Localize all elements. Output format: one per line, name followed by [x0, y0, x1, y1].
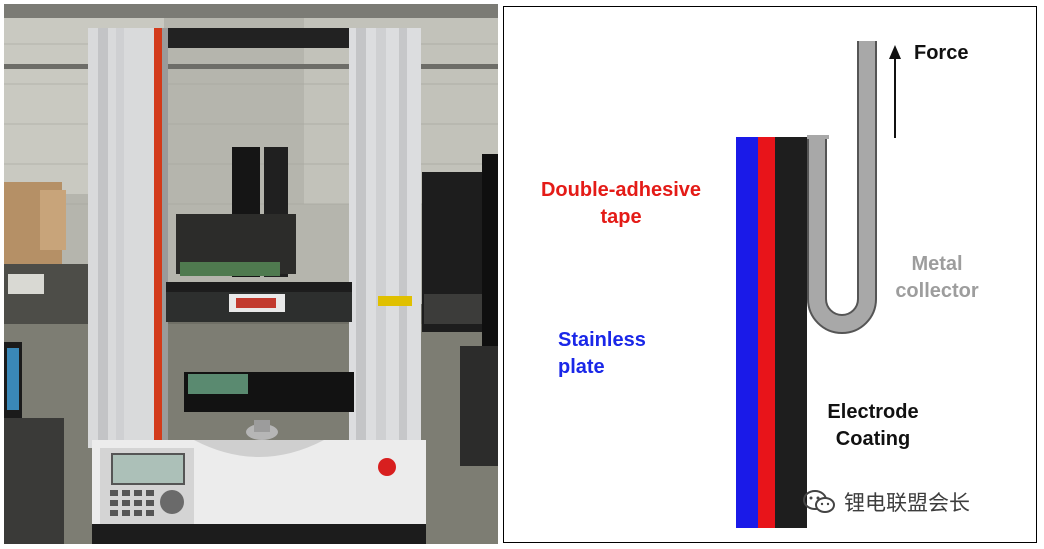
tensile-tester-illustration: [4, 4, 498, 544]
stainless-plate: [736, 137, 758, 528]
peel-test-diagram: Double-adhesive tape Stainless plate Met…: [503, 6, 1037, 543]
watermark: 锂电联盟会长: [802, 487, 970, 517]
metal-collector-label: Metal collector: [895, 253, 979, 302]
watermark-text: 锂电联盟会长: [844, 491, 970, 515]
stainless-plate-label: Stainless plate: [558, 329, 646, 378]
double-adhesive-tape-label: Double-adhesive tape: [540, 179, 702, 228]
wechat-icon: [803, 490, 835, 513]
electrode-coating-label: Electrode Coating: [827, 401, 919, 450]
electrode-coating: [775, 137, 807, 528]
force-arrow-head: [889, 45, 901, 59]
peel-test-schematic: [736, 41, 901, 528]
adhesive-tape: [758, 137, 775, 528]
tensile-tester-photo: [4, 4, 498, 544]
force-label: Force: [914, 42, 969, 64]
